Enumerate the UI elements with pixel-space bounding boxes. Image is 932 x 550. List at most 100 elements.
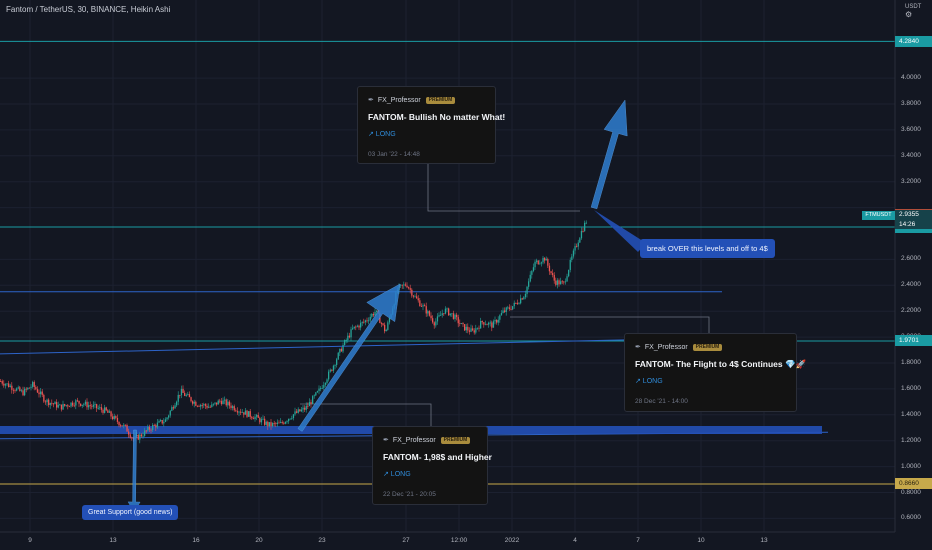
candle-body bbox=[188, 394, 191, 398]
idea-card-bullish[interactable]: ✒ FX_Professor PREMIUM FANTOM- Bullish No … bbox=[357, 86, 505, 164]
idea-author: ✒ FX_Professor PREMIUM bbox=[383, 436, 471, 444]
idea-title[interactable]: FANTOM- Bullish No matter What! bbox=[368, 112, 506, 122]
candle-body bbox=[19, 387, 21, 391]
candle-body bbox=[427, 311, 429, 314]
candle-body bbox=[451, 313, 453, 315]
candle-body bbox=[233, 406, 235, 411]
candle-body bbox=[67, 405, 69, 407]
candle-body bbox=[86, 401, 88, 408]
candle-body bbox=[280, 422, 282, 423]
price-tag: 1.9701 bbox=[895, 335, 932, 347]
x-tick-label: 23 bbox=[318, 537, 326, 544]
candle-body bbox=[403, 284, 405, 286]
candle-body bbox=[356, 325, 359, 327]
candle-body bbox=[441, 313, 443, 316]
candle-body bbox=[528, 281, 530, 287]
candle-body bbox=[225, 399, 227, 406]
candle-body bbox=[443, 313, 445, 315]
candle-body bbox=[456, 314, 458, 318]
candle-body bbox=[329, 369, 331, 372]
candle-body bbox=[166, 417, 168, 420]
candle-body bbox=[387, 322, 389, 330]
candle-body bbox=[185, 394, 187, 396]
candle-body bbox=[524, 293, 527, 298]
candle-body bbox=[552, 273, 554, 275]
candle-body bbox=[172, 407, 175, 409]
candle-body bbox=[260, 419, 263, 423]
idea-connector bbox=[510, 316, 710, 333]
candle-body bbox=[488, 322, 490, 325]
candle-body bbox=[452, 313, 455, 319]
candle-body bbox=[12, 389, 15, 391]
candle-body bbox=[318, 388, 320, 392]
idea-card-flight[interactable]: ✒ FX_Professor PREMIUM FANTOM- The Flight … bbox=[624, 333, 806, 412]
idea-card-198[interactable]: ✒ FX_Professor PREMIUM FANTOM- 1,98$ and H… bbox=[372, 426, 492, 505]
author-name: FX_Professor bbox=[392, 437, 436, 444]
candle-body bbox=[504, 310, 506, 312]
candle-body bbox=[385, 329, 387, 332]
candle-body bbox=[307, 405, 309, 407]
candle-body bbox=[268, 422, 271, 427]
candle-body bbox=[204, 404, 207, 406]
candle-body bbox=[499, 315, 501, 320]
symbol-header[interactable]: Fantom / TetherUS, 30, BINANCE, Heikin A… bbox=[6, 5, 171, 14]
x-tick-label: 20 bbox=[255, 537, 263, 544]
pen-icon: ✒ bbox=[635, 344, 641, 351]
candle-body bbox=[560, 281, 562, 285]
price-scale[interactable] bbox=[895, 0, 932, 532]
x-tick-label: 13 bbox=[760, 537, 768, 544]
pen-icon: ✒ bbox=[383, 437, 389, 444]
candle-body bbox=[350, 329, 352, 338]
candle-body bbox=[344, 340, 346, 345]
candle-body bbox=[555, 280, 557, 285]
candle-body bbox=[265, 421, 267, 425]
scale-settings-icon[interactable]: ⚙ bbox=[905, 10, 913, 19]
candle-body bbox=[564, 281, 567, 283]
candle-body bbox=[236, 411, 239, 413]
candle-body bbox=[438, 315, 440, 317]
candle-body bbox=[534, 261, 536, 268]
breakout-note[interactable]: break OVER this levels and off to 4$ bbox=[640, 239, 775, 258]
candle-body bbox=[54, 402, 56, 405]
candle-body bbox=[345, 340, 347, 341]
candle-body bbox=[302, 407, 304, 410]
candle-body bbox=[497, 319, 499, 323]
idea-title[interactable]: FANTOM- The Flight to 4$ Continues 💎🚀 bbox=[635, 359, 807, 369]
candle-body bbox=[161, 420, 163, 424]
candle-body bbox=[244, 410, 247, 415]
idea-date: 22 Dec '21 - 20:05 bbox=[383, 491, 436, 498]
candle-body bbox=[292, 414, 295, 419]
candle-body bbox=[240, 411, 242, 413]
candle-body bbox=[326, 379, 328, 383]
support-note[interactable]: Great Support (good news) bbox=[82, 505, 179, 520]
candle-body bbox=[0, 381, 2, 382]
candle-body bbox=[416, 296, 418, 299]
time-scale[interactable] bbox=[0, 532, 895, 550]
candle-body bbox=[540, 262, 543, 264]
candle-body bbox=[104, 407, 106, 413]
idea-connector bbox=[300, 403, 432, 436]
candle-body bbox=[68, 406, 71, 408]
candle-body bbox=[502, 310, 504, 314]
candle-body bbox=[468, 330, 471, 332]
candle-body bbox=[8, 383, 10, 387]
candle-body bbox=[323, 384, 325, 388]
candle-body bbox=[366, 320, 368, 322]
y-tick-label: 2.2000 bbox=[901, 307, 921, 315]
candle-body bbox=[216, 402, 218, 405]
x-tick-label: 12:00 bbox=[450, 537, 468, 544]
candle-body bbox=[9, 385, 11, 387]
candle-body bbox=[81, 404, 83, 406]
y-tick-label: 0.8000 bbox=[901, 488, 921, 496]
candle-body bbox=[454, 314, 456, 319]
candle-body bbox=[548, 265, 551, 272]
y-tick-label: 1.4000 bbox=[901, 410, 921, 418]
candle-body bbox=[52, 403, 55, 405]
y-tick-label: 3.2000 bbox=[901, 177, 921, 185]
candle-body bbox=[227, 401, 229, 406]
idea-title[interactable]: FANTOM- 1,98$ and Higher bbox=[383, 452, 492, 462]
y-tick-label: 2.6000 bbox=[901, 255, 921, 263]
candle-body bbox=[120, 425, 122, 427]
candle-body bbox=[470, 328, 472, 332]
idea-author: ✒ FX_Professor PREMIUM bbox=[635, 343, 723, 351]
